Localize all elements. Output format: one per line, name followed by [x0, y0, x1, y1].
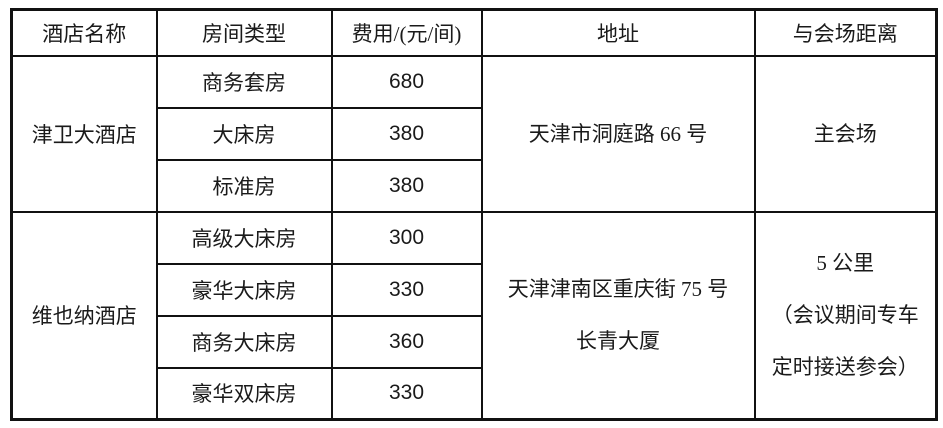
- table-row: 津卫大酒店 商务套房 680 天津市洞庭路 66 号 主会场: [10, 54, 938, 213]
- address-line: 天津津南区重庆街 75 号: [507, 277, 729, 302]
- table-row: 标准房 380: [12, 158, 937, 213]
- price-cell: 330: [330, 366, 483, 421]
- distance-line: 定时接送参会）: [771, 355, 919, 380]
- room-type-cell: 商务大床房: [155, 314, 333, 369]
- price-cell: 300: [330, 210, 483, 265]
- header-distance: 与会场距离: [753, 8, 938, 57]
- distance-cell: 主会场: [753, 54, 938, 213]
- room-type-cell: 标准房: [155, 158, 333, 213]
- table-row: 维也纳酒店 高级大床房 300 天津津南区重庆街 75 号 长青大厦 5 公里 …: [10, 210, 938, 421]
- header-price: 费用/(元/间): [330, 8, 483, 57]
- hotel-name-cell: 津卫大酒店: [10, 54, 158, 213]
- address-cell: 天津津南区重庆街 75 号 长青大厦: [480, 210, 756, 421]
- distance-line: （会议期间专车: [771, 303, 919, 328]
- table-header-row: 酒店名称 房间类型 费用/(元/间) 地址 与会场距离: [10, 8, 938, 57]
- distance-line: 主会场: [813, 121, 877, 146]
- price-cell: 380: [330, 106, 483, 161]
- room-type-cell: 大床房: [155, 106, 333, 161]
- room-type-cell: 高级大床房: [155, 210, 333, 265]
- address-line: 天津市洞庭路 66 号: [528, 121, 708, 146]
- price-cell: 380: [330, 158, 483, 213]
- address-cell: 天津市洞庭路 66 号: [480, 54, 756, 213]
- hotel-price-table: 酒店名称 房间类型 费用/(元/间) 地址 与会场距离 津卫大酒店 商务套房 6…: [10, 8, 938, 421]
- header-room-type: 房间类型: [155, 8, 333, 57]
- hotel-name-cell: 维也纳酒店: [10, 210, 158, 421]
- room-type-cell: 豪华大床房: [155, 262, 333, 317]
- price-cell: 360: [330, 314, 483, 369]
- table-row: 商务大床房 360: [12, 314, 937, 369]
- room-type-cell: 商务套房: [155, 54, 333, 109]
- address-line: 长青大厦: [576, 329, 660, 354]
- room-type-cell: 豪华双床房: [155, 366, 333, 421]
- table-row: 豪华双床房 330: [12, 366, 937, 421]
- header-hotel-name: 酒店名称: [10, 8, 158, 57]
- table-row: 大床房 380: [12, 106, 937, 161]
- price-cell: 330: [330, 262, 483, 317]
- price-cell: 680: [330, 54, 483, 109]
- distance-line: 5 公里: [816, 251, 875, 276]
- table-row: 豪华大床房 330: [12, 262, 937, 317]
- header-address: 地址: [480, 8, 756, 57]
- distance-cell: 5 公里 （会议期间专车 定时接送参会）: [753, 210, 938, 421]
